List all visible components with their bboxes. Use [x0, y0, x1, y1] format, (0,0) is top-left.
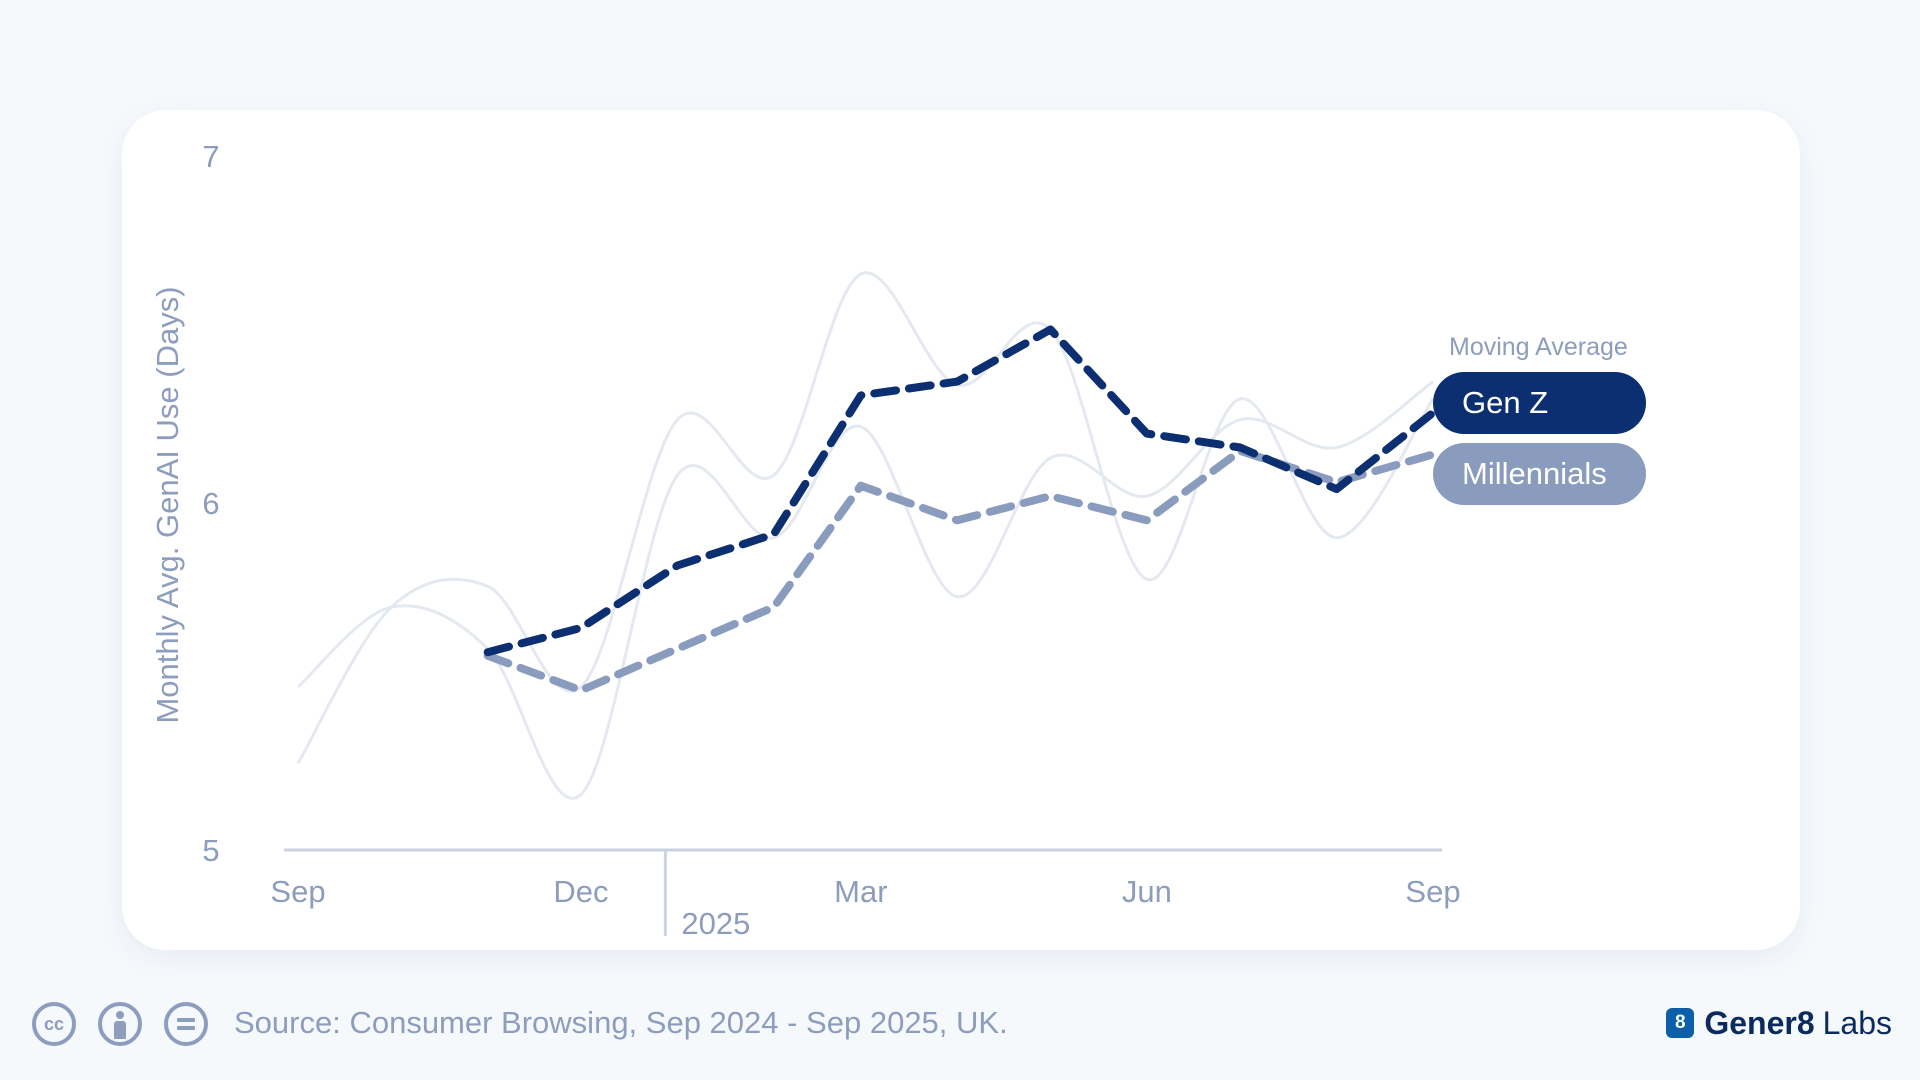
logo-suffix-text: Labs	[1822, 1004, 1892, 1041]
legend-title: Moving Average	[1449, 333, 1628, 361]
x-tick-label-0: Sep	[270, 874, 325, 909]
attribution-head-shape	[116, 1011, 124, 1019]
source-text: Source: Consumer Browsing, Sep 2024 - Se…	[234, 1005, 1008, 1040]
no-derivatives-icon	[164, 1002, 208, 1046]
legend-pill-millennials: Millennials	[1433, 443, 1646, 505]
y-tick-label-7: 7	[202, 139, 219, 174]
monthly-line-3	[297, 380, 1434, 800]
year-label: 2025	[681, 906, 750, 941]
legend-pill-gen-z: Gen Z	[1433, 372, 1646, 434]
attribution-body-shape	[114, 1021, 126, 1039]
chart-card	[122, 110, 1800, 950]
creative-commons-icon: cc	[32, 1002, 76, 1046]
y-tick-label-5: 5	[202, 833, 219, 868]
x-tick-label-3: Jun	[1122, 874, 1172, 909]
x-tick-label-4: Sep	[1405, 874, 1460, 909]
creative-commons-text: cc	[43, 1014, 65, 1034]
attribution-icon	[98, 1002, 142, 1046]
no-derivatives-bar-top	[177, 1018, 195, 1022]
no-derivatives-bar-bottom	[177, 1026, 195, 1030]
y-tick-label-6: 6	[202, 486, 219, 521]
x-tick-label-1: Dec	[553, 874, 608, 909]
gener8-labs-logo: 8 Gener8 Labs	[1666, 990, 1892, 1056]
y-axis-label: Monthly Avg. GenAI Use (Days)	[150, 286, 185, 724]
monthly-line-2	[296, 271, 1435, 765]
x-tick-label-2: Mar	[834, 874, 887, 909]
footer: cc Source: Consumer Browsing, Sep 2024 -…	[0, 990, 1920, 1060]
series-line-gen-z	[483, 325, 1437, 657]
series-line-millennials	[483, 446, 1437, 695]
logo-brand-text: Gener8	[1704, 1004, 1815, 1041]
gener8-badge-icon: 8	[1666, 1008, 1695, 1038]
